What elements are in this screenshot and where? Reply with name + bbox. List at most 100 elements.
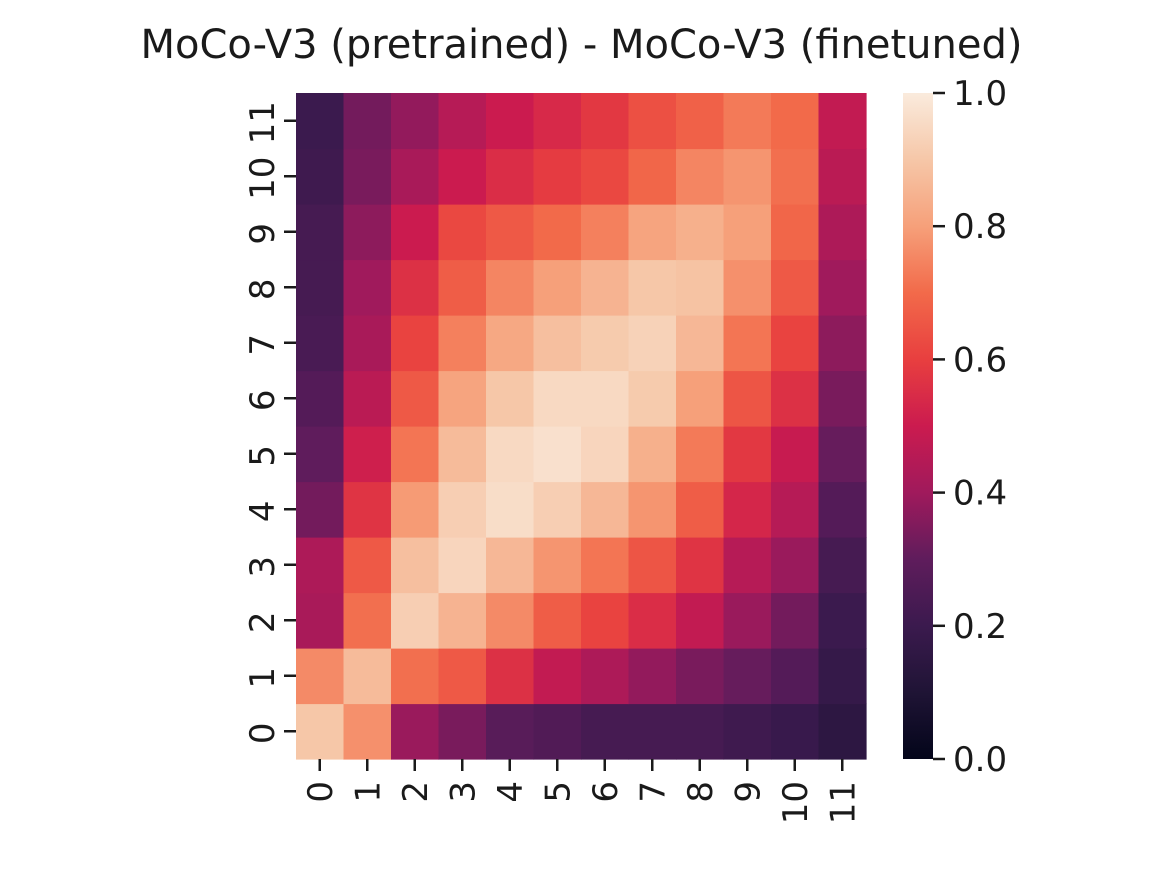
- heatmap-cell: [438, 204, 487, 261]
- heatmap-cell: [391, 703, 440, 760]
- heatmap-cell: [533, 426, 582, 483]
- chart-title: MoCo-V3 (pretrained) - MoCo-V3 (finetune…: [140, 22, 1023, 68]
- heatmap-cell: [343, 481, 392, 538]
- heatmap-cell: [486, 259, 535, 316]
- heatmap-cell: [438, 481, 487, 538]
- heatmap-cell: [343, 370, 392, 427]
- y-tick-label: 3: [243, 556, 283, 578]
- heatmap-cell: [533, 648, 582, 705]
- heatmap-cell: [486, 204, 535, 261]
- heatmap-cell: [296, 426, 345, 483]
- heatmap-cell: [391, 370, 440, 427]
- heatmap-cell: [628, 315, 677, 372]
- heatmap-cell: [391, 426, 440, 483]
- heatmap-cell: [296, 259, 345, 316]
- heatmap-cell: [343, 315, 392, 372]
- heatmap-cell: [581, 537, 630, 594]
- heatmap-cell: [581, 148, 630, 205]
- heatmap-cell: [296, 370, 345, 427]
- heatmap-cell: [628, 592, 677, 649]
- heatmap-cell: [486, 592, 535, 649]
- heatmap-cell: [723, 537, 772, 594]
- colorbar-tick-label: 0.8: [953, 207, 1007, 247]
- x-tick-label: 5: [538, 781, 578, 803]
- heatmap-cell: [486, 148, 535, 205]
- heatmap-cell: [818, 93, 867, 150]
- heatmap-cell: [438, 315, 487, 372]
- heatmap-cell: [486, 370, 535, 427]
- heatmap-cell: [533, 592, 582, 649]
- heatmap-cell: [438, 592, 487, 649]
- heatmap-cell: [581, 592, 630, 649]
- heatmap-cell: [676, 648, 725, 705]
- colorbar-tick-label: 0.4: [953, 474, 1007, 514]
- heatmap-cell: [628, 648, 677, 705]
- heatmap-cell: [391, 93, 440, 150]
- heatmap-cell: [628, 537, 677, 594]
- heatmap-cell: [581, 315, 630, 372]
- heatmap-cell: [676, 426, 725, 483]
- heatmap-cell: [676, 370, 725, 427]
- colorbar: [903, 93, 933, 759]
- heatmap-cell: [771, 537, 820, 594]
- y-tick-label: 4: [243, 500, 283, 522]
- heatmap-cell: [818, 648, 867, 705]
- heatmap-cell: [581, 426, 630, 483]
- heatmap-cell: [818, 204, 867, 261]
- heatmap-cell: [438, 648, 487, 705]
- heatmap-cell: [296, 592, 345, 649]
- heatmap-cell: [818, 537, 867, 594]
- heatmap-cell: [391, 148, 440, 205]
- heatmap-cell: [581, 703, 630, 760]
- heatmap-cell: [581, 259, 630, 316]
- heatmap-cell: [296, 315, 345, 372]
- heatmap-cell: [676, 703, 725, 760]
- heatmap-cell: [391, 315, 440, 372]
- heatmap-cell: [296, 703, 345, 760]
- heatmap-cell: [628, 259, 677, 316]
- heatmap-cell: [438, 259, 487, 316]
- heatmap-cell: [628, 426, 677, 483]
- heatmap-cell: [676, 315, 725, 372]
- heatmap-cell: [771, 592, 820, 649]
- heatmap-cell: [391, 592, 440, 649]
- y-tick-label: 0: [243, 722, 283, 744]
- heatmap-cell: [533, 703, 582, 760]
- y-tick-label: 2: [243, 611, 283, 633]
- heatmap-cell: [628, 370, 677, 427]
- heatmap-cell: [438, 370, 487, 427]
- heatmap-cell: [438, 537, 487, 594]
- heatmap-cell: [723, 592, 772, 649]
- heatmap-cell: [438, 148, 487, 205]
- heatmap-cell: [533, 259, 582, 316]
- heatmap-cell: [581, 93, 630, 150]
- x-tick-label: 10: [776, 781, 816, 824]
- heatmap-cell: [628, 703, 677, 760]
- colorbar-tick-label: 0.6: [953, 340, 1007, 380]
- heatmap-cell: [818, 426, 867, 483]
- heatmap-cell: [438, 93, 487, 150]
- heatmap-cell: [581, 481, 630, 538]
- x-tick-label: 7: [633, 781, 673, 803]
- heatmap-cell: [296, 537, 345, 594]
- heatmap-cell: [676, 93, 725, 150]
- heatmap-cell: [771, 259, 820, 316]
- heatmap-cell: [296, 648, 345, 705]
- heatmap-cell: [771, 315, 820, 372]
- heatmap-cell: [343, 204, 392, 261]
- y-axis: 0 1 2 3 4 5 6 7 8 9 10 11: [243, 101, 296, 744]
- x-tick-label: 1: [348, 781, 388, 803]
- heatmap-cell: [771, 148, 820, 205]
- heatmap-cell: [723, 259, 772, 316]
- heatmap-cell: [771, 648, 820, 705]
- heatmap-cell: [723, 426, 772, 483]
- colorbar-axis: 0.0 0.2 0.4 0.6 0.8 1.0: [933, 74, 1007, 780]
- heatmap-cell: [676, 259, 725, 316]
- x-tick-label: 2: [396, 781, 436, 803]
- y-tick-label: 10: [243, 157, 283, 200]
- heatmap-cell: [723, 481, 772, 538]
- heatmap-cell: [296, 481, 345, 538]
- heatmap-cell: [391, 537, 440, 594]
- heatmap-cell: [343, 703, 392, 760]
- heatmap-cell: [486, 648, 535, 705]
